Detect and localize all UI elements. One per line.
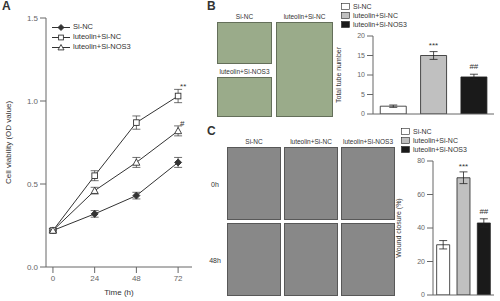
svg-text:Time (h): Time (h) xyxy=(104,288,134,297)
html-text:0h: 0h xyxy=(211,180,219,188)
svg-text:0.5: 0.5 xyxy=(27,180,39,189)
html-text:Si-NC: Si-NC xyxy=(245,138,263,145)
html-text:B: B xyxy=(207,0,216,13)
svg-text:60: 60 xyxy=(417,191,425,198)
svg-text:#: # xyxy=(180,119,185,128)
svg-text:1.0: 1.0 xyxy=(27,97,39,106)
html-text:luteolin+Si-NOS3: luteolin+Si-NOS3 xyxy=(353,21,407,28)
svg-text:72: 72 xyxy=(174,274,183,283)
svg-text:20: 20 xyxy=(357,32,365,39)
html-text:luteolin+Si-NOS3: luteolin+Si-NOS3 xyxy=(413,146,467,153)
svg-text:0: 0 xyxy=(361,110,365,117)
svg-text:***: *** xyxy=(459,162,468,171)
html-text:luteolin+Si-NOS3: luteolin+Si-NOS3 xyxy=(219,68,270,75)
html-text:luteolin+Si-NC: luteolin+Si-NC xyxy=(283,13,326,20)
svg-text:**: ** xyxy=(180,82,186,91)
svg-text:48: 48 xyxy=(132,274,141,283)
html-text:Si-NC: Si-NC xyxy=(413,128,432,135)
svg-text:20: 20 xyxy=(417,258,425,265)
html-text:Si-NC: Si-NC xyxy=(73,22,93,31)
html-text:luteolin+Si-NC: luteolin+Si-NC xyxy=(73,32,122,41)
html-text:luteolin+Si-NOS3: luteolin+Si-NOS3 xyxy=(343,138,393,145)
svg-text:##: ## xyxy=(479,207,488,216)
svg-text:Cell viability (OD value): Cell viability (OD value) xyxy=(8,101,13,184)
svg-text:0: 0 xyxy=(51,274,56,283)
svg-text:0: 0 xyxy=(421,291,425,298)
html-text:C: C xyxy=(207,124,216,138)
html-text:Si-NC: Si-NC xyxy=(353,3,372,10)
svg-text:15: 15 xyxy=(357,52,365,59)
svg-text:10: 10 xyxy=(357,71,365,78)
html-text:48h: 48h xyxy=(209,256,221,264)
html-text:luteolin+Si-NOS3: luteolin+Si-NOS3 xyxy=(73,42,131,51)
svg-text:80: 80 xyxy=(417,157,425,164)
html-text:Si-NC: Si-NC xyxy=(235,13,254,20)
svg-text:1.5: 1.5 xyxy=(27,14,39,23)
svg-text:##: ## xyxy=(469,62,478,71)
svg-text:Total tube number: Total tube number xyxy=(335,46,342,103)
html-text:luteolin+Si-NC: luteolin+Si-NC xyxy=(353,12,398,19)
svg-text:5: 5 xyxy=(361,91,365,98)
html-text:A: A xyxy=(2,0,11,13)
html-text:luteolin+Si-NC: luteolin+Si-NC xyxy=(413,137,458,144)
svg-text:***: *** xyxy=(429,41,438,50)
svg-text:Wound closure (%): Wound closure (%) xyxy=(395,198,403,257)
html-text:luteolin+Si-NC: luteolin+Si-NC xyxy=(290,138,332,145)
svg-text:0.0: 0.0 xyxy=(27,263,39,272)
svg-text:40: 40 xyxy=(417,224,425,231)
svg-text:24: 24 xyxy=(90,274,99,283)
